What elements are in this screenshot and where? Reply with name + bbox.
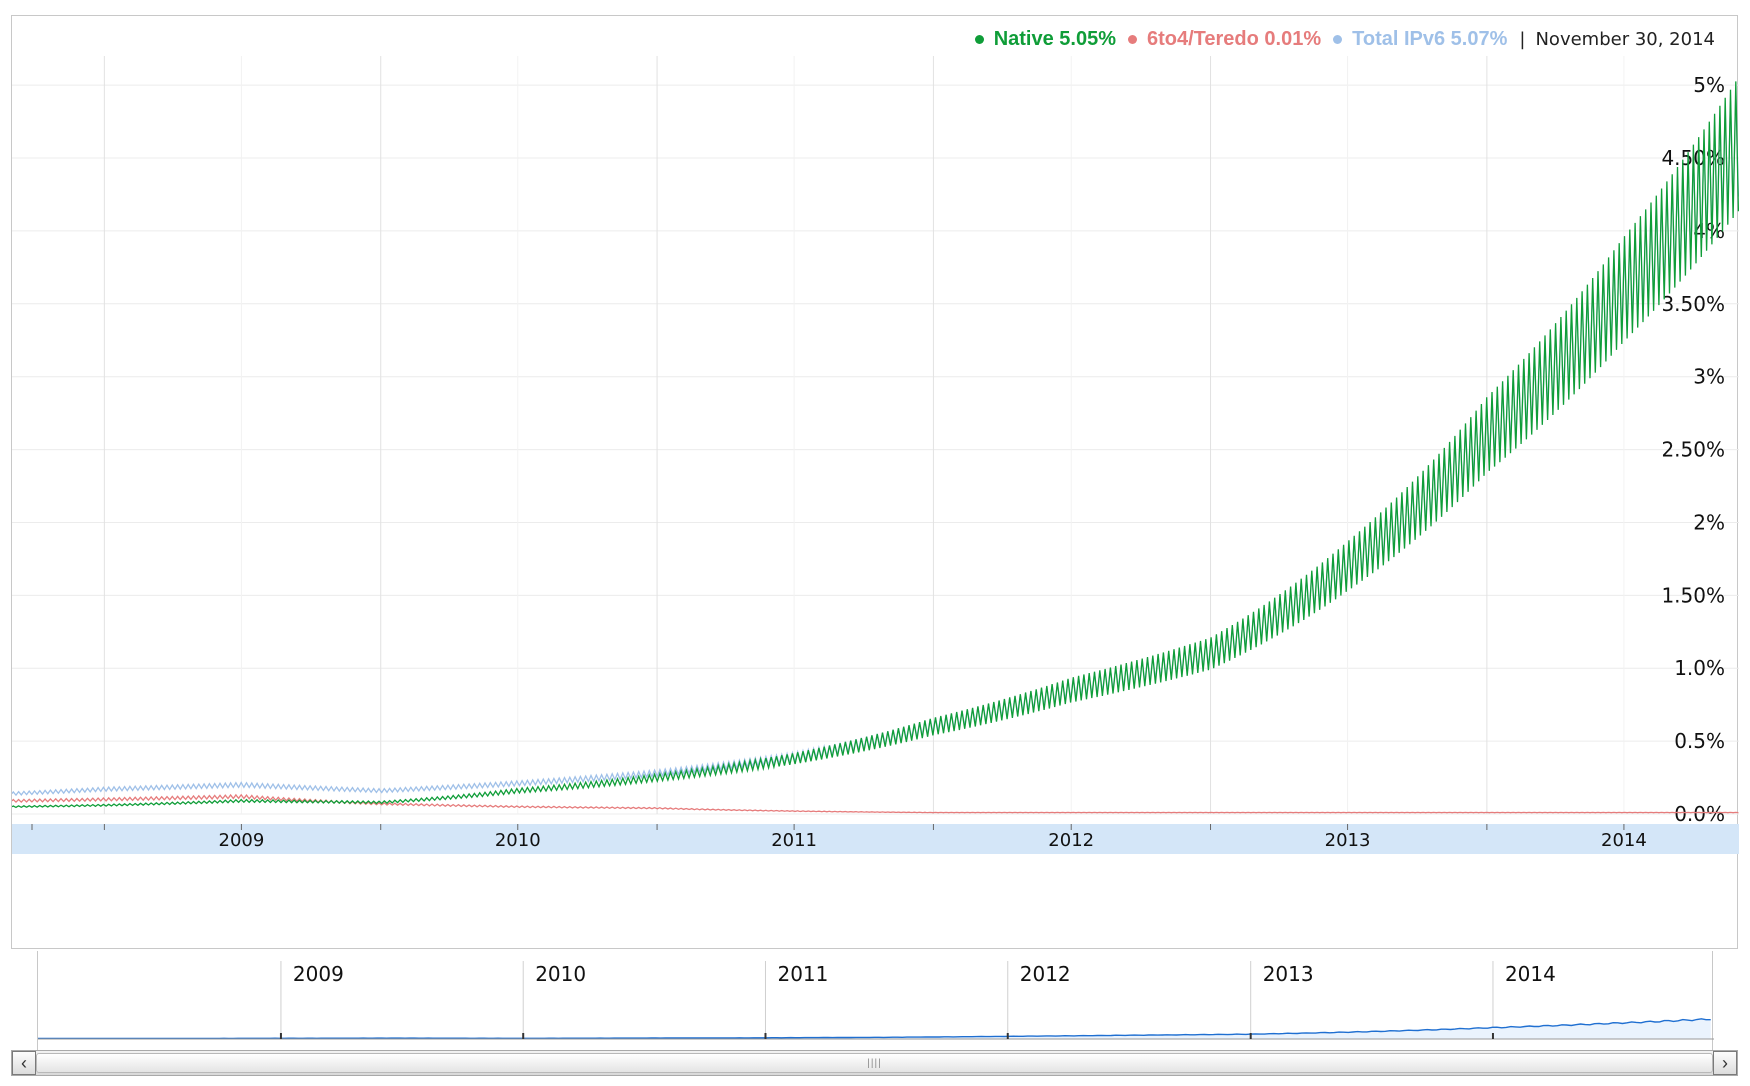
x-axis: 2009 2010 2011 2012 2013 2014 [12, 824, 1739, 854]
legend-item-total-ipv6[interactable]: Total IPv6 5.07% [1333, 28, 1507, 51]
x-tick-label: 2014 [1601, 830, 1647, 851]
scroll-right-button[interactable]: › [1713, 1051, 1737, 1075]
series-group [12, 81, 1739, 814]
x-tick-label: 2012 [1048, 830, 1094, 851]
nav-tick-label: 2012 [1020, 962, 1071, 986]
nav-tick-label: 2011 [777, 962, 828, 986]
chart-frame: 0.0% 0.5% 1.0% 1.50% 2% 2.50% 3% 3.50% 4% 4.50% 5%… [11, 15, 1739, 949]
legend-date: November 30, 2014 [1535, 29, 1715, 50]
legend: Native 5.05% 6to4/Teredo 0.01% Total IPv… [963, 28, 1715, 51]
x-tick-label: 2010 [495, 830, 541, 851]
series-line-6to4-teredo [12, 793, 1739, 814]
scrollbar[interactable]: ‹ |||| › [11, 1050, 1738, 1076]
nav-tick-label: 2010 [535, 962, 586, 986]
legend-dot-total-ipv6-icon [1333, 35, 1343, 44]
legend-dot-native-icon [974, 35, 984, 44]
nav-line [38, 1018, 1711, 1040]
legend-label-native: Native 5.05% [993, 28, 1116, 50]
legend-item-6to4-teredo[interactable]: 6to4/Teredo 0.01% [1127, 28, 1322, 51]
legend-label-6to4-teredo: 6to4/Teredo 0.01% [1146, 28, 1322, 50]
y-tick-label: 2% [1693, 510, 1725, 534]
y-tick-label: 2.50% [1661, 438, 1725, 462]
legend-separator: | [1519, 29, 1526, 50]
y-tick-label: 3% [1693, 365, 1725, 389]
y-tick-label: 5% [1693, 73, 1725, 97]
chevron-left-icon: ‹ [21, 1052, 27, 1073]
x-tick-label: 2013 [1325, 830, 1371, 851]
nav-tick-label: 2013 [1263, 962, 1314, 986]
y-tick-label: 3.50% [1661, 292, 1725, 316]
main-chart: 0.0%0.5%1.0%1.50%2%2.50%3%3.50%4%4.50%5%… [12, 56, 1739, 854]
scroll-left-button[interactable]: ‹ [12, 1051, 36, 1075]
series-line-native [12, 81, 1739, 809]
legend-dot-6to4-teredo-icon [1127, 35, 1137, 44]
scroll-thumb[interactable]: |||| [36, 1053, 1713, 1073]
navigator-chart[interactable]: 2009 2010 2011 2012 2013 2014 [38, 951, 1714, 1051]
x-axis-band [12, 824, 1739, 854]
y-tick-label: 1.0% [1674, 656, 1725, 680]
range-navigator[interactable]: 2009 2010 2011 2012 2013 2014 [37, 951, 1714, 1051]
x-tick-label: 2011 [771, 830, 817, 851]
nav-tick-label: 2014 [1505, 962, 1556, 986]
y-tick-label: 1.50% [1661, 583, 1725, 607]
legend-label-total-ipv6: Total IPv6 5.07% [1352, 28, 1508, 50]
grid [12, 56, 1739, 815]
y-axis: 0.0%0.5%1.0%1.50%2%2.50%3%3.50%4%4.50%5% [1661, 73, 1725, 826]
legend-item-native[interactable]: Native 5.05% [974, 28, 1116, 51]
nav-tick-label: 2009 [293, 962, 344, 986]
chevron-right-icon: › [1722, 1052, 1728, 1073]
x-tick-label: 2009 [219, 830, 265, 851]
grip-icon: |||| [867, 1058, 882, 1069]
y-tick-label: 0.0% [1674, 802, 1725, 826]
y-tick-label: 4% [1693, 219, 1725, 243]
y-tick-label: 0.5% [1674, 729, 1725, 753]
